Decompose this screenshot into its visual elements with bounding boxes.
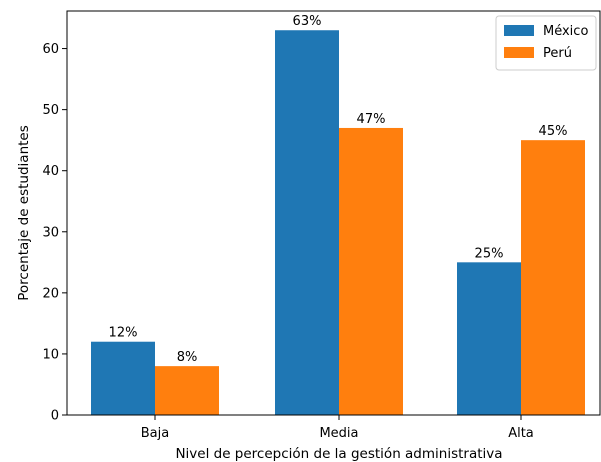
y-axis: 0 10 20 30 40 50 60 (42, 42, 67, 424)
y-tick-label-30: 30 (42, 225, 59, 240)
bar-méxico-media (275, 30, 339, 415)
legend: México Perú (495, 15, 597, 71)
bar-perú-media (339, 127, 403, 415)
y-tick-label-10: 10 (42, 347, 59, 362)
bar-méxico-alta (457, 262, 521, 415)
plot-frame (66, 10, 601, 416)
legend-label-méxico: México (543, 24, 588, 39)
legend-label-perú: Perú (543, 46, 572, 61)
data-label-méxico-alta: 25% (475, 246, 504, 261)
data-label-perú-media: 47% (357, 112, 386, 127)
x-tick-label-media: Media (319, 426, 358, 441)
x-tick-label-alta: Alta (508, 426, 534, 441)
data-labels-group: 12% 63% 25% 8% 47% 45% (109, 14, 568, 365)
bars-group (91, 30, 585, 415)
bar-méxico-baja (91, 341, 155, 415)
data-label-perú-alta: 45% (539, 124, 568, 139)
y-tick-label-60: 60 (42, 42, 59, 57)
x-tick-label-baja: Baja (141, 426, 169, 441)
bar-perú-baja (155, 366, 219, 415)
x-axis: Baja Media Alta (141, 415, 534, 441)
y-tick-label-40: 40 (42, 164, 59, 179)
y-tick-label-50: 50 (42, 103, 59, 118)
bar-perú-alta (521, 140, 585, 415)
data-label-perú-baja: 8% (177, 350, 198, 365)
legend-swatch-perú (504, 47, 534, 58)
data-label-méxico-baja: 12% (109, 326, 138, 341)
y-tick-label-20: 20 (42, 286, 59, 301)
data-label-méxico-media: 63% (293, 14, 322, 29)
x-axis-label: Nivel de percepción de la gestión admini… (175, 446, 502, 462)
legend-swatch-méxico (504, 25, 534, 36)
y-tick-label-0: 0 (51, 409, 59, 424)
y-axis-label: Porcentaje de estudiantes (16, 125, 32, 301)
